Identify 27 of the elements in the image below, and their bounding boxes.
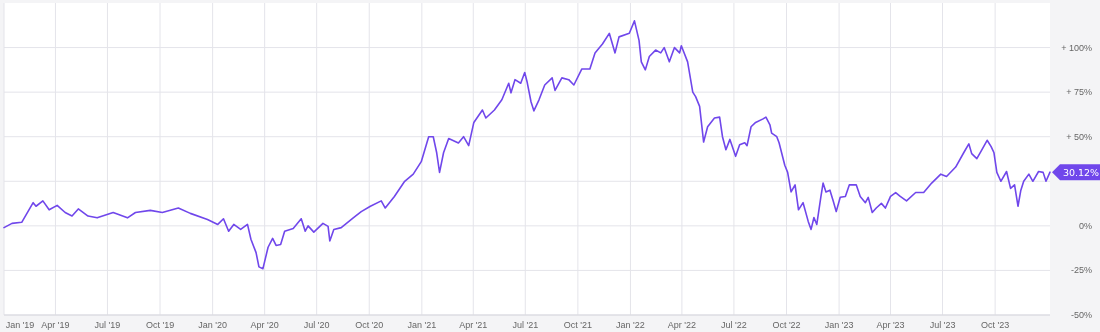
x-tick-label: Apr '21 [459,320,488,330]
x-tick-label: Jul '23 [929,320,956,330]
y-tick-label: -50% [1070,310,1092,320]
x-tick-label: Oct '21 [563,320,592,330]
x-tick-label: Jul '20 [303,320,330,330]
x-tick-label: Jan '23 [824,320,854,330]
x-tick-label: Jan '22 [616,320,645,330]
annotation: 30.12% [1062,166,1100,178]
x-tick-label: Apr '19 [41,320,70,330]
y-tick-label: -25% [1070,265,1092,276]
x-tick-label: Jul '22 [721,320,747,330]
y-tick-label: 0% [1078,220,1092,231]
x-tick-label: Jan '20 [198,320,227,330]
y-tick-label: + 100% [1061,42,1092,53]
x-tick-label: Apr '22 [667,320,697,330]
x-tick-label: Apr '23 [876,320,905,330]
x-tick-label: Oct '22 [772,320,801,330]
x-tick-label: Oct '23 [981,320,1010,330]
x-tick-label: Jul '21 [512,320,539,330]
y-tick-label: + 50% [1066,131,1092,142]
x-tick-label: Jan '19 [5,320,35,330]
y-tick-label: + 75% [1066,87,1092,98]
x-tick-label: Apr '20 [250,320,279,330]
x-tick-label: Jul '19 [94,320,121,330]
x-tick-label: Oct '20 [355,320,384,330]
x-tick-label: Jan '21 [407,320,437,330]
x-tick-label: Oct '19 [145,320,175,330]
